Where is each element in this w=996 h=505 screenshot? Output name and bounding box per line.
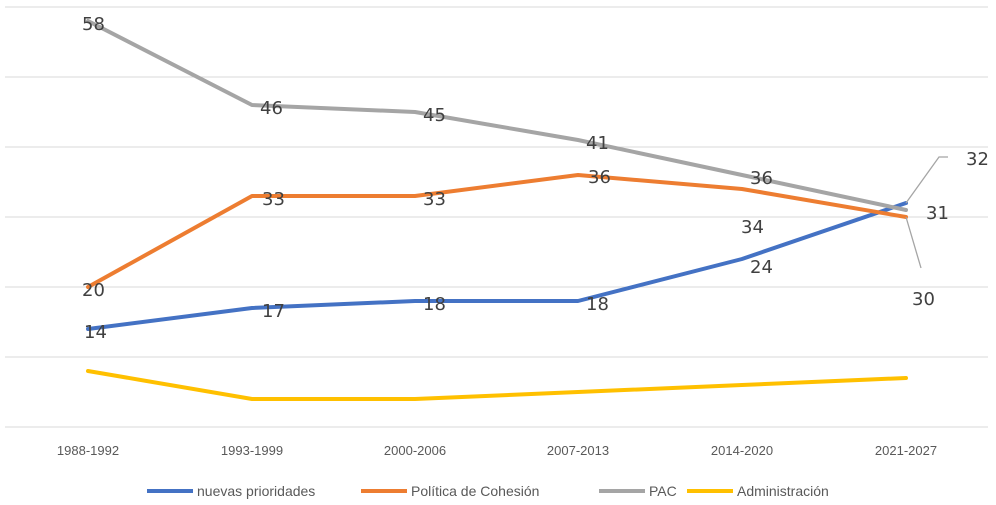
leader-lines bbox=[905, 156, 948, 269]
data-label: 36 bbox=[588, 167, 611, 188]
data-label: 17 bbox=[262, 301, 285, 322]
data-label: 18 bbox=[586, 294, 609, 315]
x-tick-label: 1988-1992 bbox=[57, 443, 119, 458]
data-label: 34 bbox=[741, 217, 764, 238]
data-label: 18 bbox=[423, 294, 446, 315]
data-label: 46 bbox=[260, 98, 283, 119]
data-label: 20 bbox=[82, 280, 105, 301]
legend-label-nuevas-prioridades: nuevas prioridades bbox=[197, 483, 315, 499]
data-label: 33 bbox=[423, 189, 446, 210]
legend-label-administraci-n: Administración bbox=[737, 483, 829, 499]
legend-label-pac: PAC bbox=[649, 483, 677, 499]
data-label: 33 bbox=[262, 189, 285, 210]
series-line-pac bbox=[86, 19, 908, 212]
x-tick-label: 2007-2013 bbox=[547, 443, 609, 458]
x-tick-label: 1993-1999 bbox=[221, 443, 283, 458]
data-label: 24 bbox=[750, 257, 773, 278]
x-tick-label: 2014-2020 bbox=[711, 443, 773, 458]
data-label: 45 bbox=[423, 105, 446, 126]
data-label: 32 bbox=[966, 149, 989, 170]
legend: nuevas prioridades Política de Cohesión PA… bbox=[147, 483, 829, 499]
data-label: 14 bbox=[84, 322, 107, 343]
leader-line bbox=[905, 156, 948, 204]
data-label: 41 bbox=[586, 133, 609, 154]
series-line-nuevas-prioridades bbox=[86, 201, 908, 331]
series-line-pol-tica-de-cohesi-n bbox=[86, 173, 908, 289]
x-tick-label: 2000-2006 bbox=[384, 443, 446, 458]
x-axis-ticks: 1988-1992 1993-1999 2000-2006 2007-2013 2014… bbox=[57, 443, 937, 458]
data-labels: 14 17 18 18 24 32 20 33 33 36 34 30 58 46 45 41 36 31 bbox=[82, 14, 989, 343]
data-label: 31 bbox=[926, 203, 949, 224]
leader-line bbox=[905, 216, 922, 269]
series-line-administraci-n bbox=[86, 369, 908, 401]
data-label: 58 bbox=[82, 14, 105, 35]
gridlines bbox=[5, 6, 988, 428]
data-label: 30 bbox=[912, 289, 935, 310]
data-label: 36 bbox=[750, 168, 773, 189]
legend-label-pol-tica-de-cohesi-n: Política de Cohesión bbox=[411, 483, 539, 499]
series-lines bbox=[86, 19, 908, 401]
x-tick-label: 2021-2027 bbox=[875, 443, 937, 458]
